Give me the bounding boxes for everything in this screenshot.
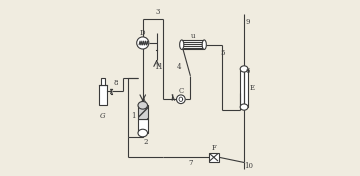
Ellipse shape [240, 104, 248, 110]
Text: 10: 10 [244, 162, 253, 170]
FancyBboxPatch shape [240, 69, 248, 107]
Text: 4: 4 [177, 63, 181, 71]
Text: 2: 2 [144, 138, 148, 146]
Ellipse shape [138, 102, 148, 109]
Text: 6: 6 [245, 67, 250, 75]
Text: u: u [191, 32, 195, 40]
Ellipse shape [240, 66, 248, 72]
Text: 7: 7 [188, 159, 193, 167]
Text: F: F [211, 144, 216, 152]
Text: E: E [250, 84, 255, 92]
Text: 3: 3 [155, 8, 160, 16]
FancyBboxPatch shape [208, 153, 219, 162]
Text: 9: 9 [245, 18, 250, 26]
Text: G: G [100, 112, 106, 120]
Ellipse shape [202, 40, 206, 49]
Text: C: C [178, 87, 184, 95]
FancyBboxPatch shape [138, 105, 148, 119]
FancyBboxPatch shape [138, 119, 148, 133]
Text: 5: 5 [220, 49, 225, 57]
Text: D: D [140, 29, 145, 37]
Ellipse shape [180, 40, 184, 49]
FancyBboxPatch shape [101, 78, 105, 84]
Text: 1: 1 [131, 112, 136, 120]
Ellipse shape [138, 129, 148, 137]
Text: 8: 8 [114, 79, 118, 87]
Text: 11: 11 [154, 63, 163, 71]
Circle shape [176, 95, 185, 104]
Circle shape [137, 37, 149, 49]
Text: A: A [140, 96, 145, 104]
FancyBboxPatch shape [182, 40, 204, 49]
FancyBboxPatch shape [99, 84, 107, 105]
